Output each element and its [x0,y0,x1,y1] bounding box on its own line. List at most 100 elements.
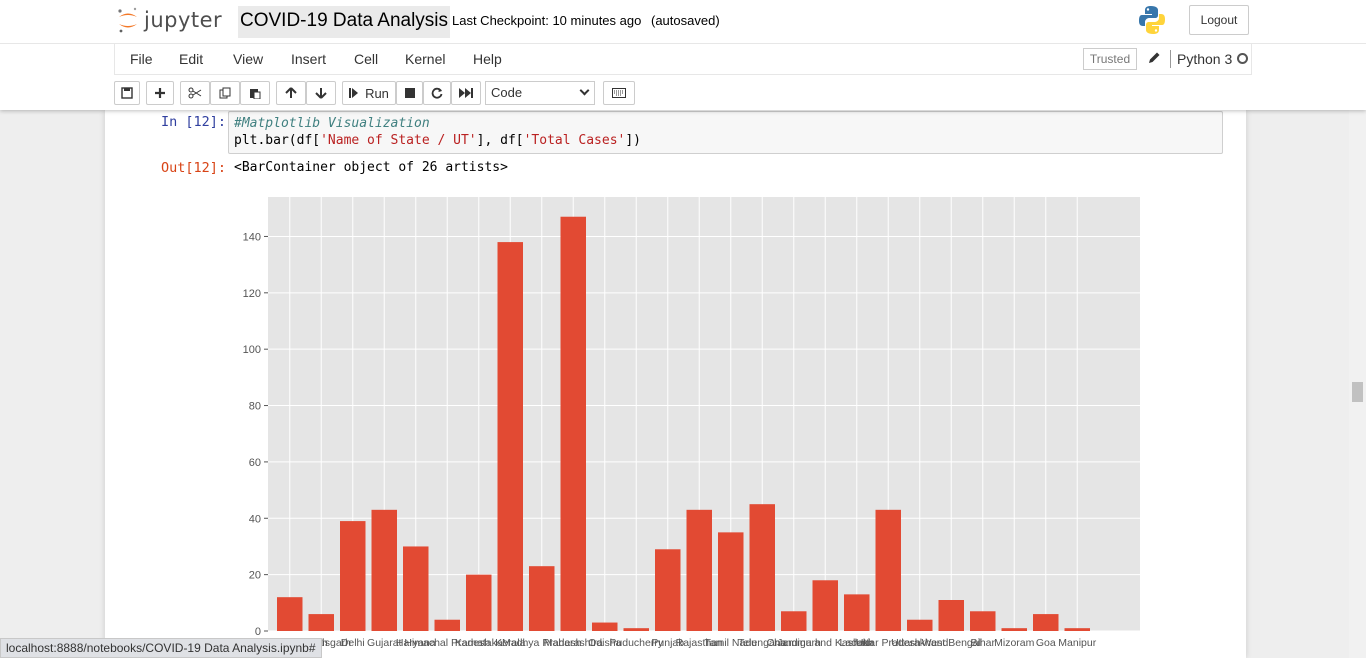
code-part-suffix: ]) [625,133,642,148]
bar [655,549,681,631]
code-line-1: #Matplotlib Visualization [234,115,1217,132]
bar [1064,628,1090,631]
bar [434,619,460,631]
y-tick-label: 0 [255,626,261,638]
y-tick-label: 40 [249,513,261,525]
bar [686,509,712,631]
pencil-icon[interactable] [1146,50,1162,66]
toolbar: Run Code [0,75,1366,110]
plus-icon [155,88,165,98]
stop-icon [404,88,415,98]
input-prompt: In [12]: [161,114,227,130]
jupyter-logo-text: jupyter [144,8,223,32]
save-button[interactable] [114,81,140,105]
kernel-name[interactable]: Python 3 [1177,51,1233,67]
menu-file[interactable]: File [130,51,153,67]
checkpoint-status: Last Checkpoint: 10 minutes ago [452,13,642,28]
command-palette-button[interactable] [603,81,635,105]
paste-icon [250,89,261,99]
x-tick-label: Karnataka [455,637,503,649]
header-top-row: jupyter COVID-19 Data Analysis Last Chec… [0,0,1366,44]
bar [844,594,870,631]
paste-button[interactable] [240,81,270,105]
page-scrollbar[interactable] [1349,110,1366,658]
x-tick-label: West Bengal [922,637,981,649]
bar [781,611,807,631]
menu-edit[interactable]: Edit [179,51,204,67]
scrollbar-thumb[interactable] [1352,382,1363,402]
restart-button[interactable] [423,81,451,105]
x-tick-label: Tamil Nadu [704,637,757,649]
x-tick-label: Rajasthan [676,637,723,649]
copy-icon [219,87,231,99]
keyboard-icon [612,88,626,98]
bar [403,546,429,631]
bar [623,628,649,631]
x-tick-label: Gujarat [367,637,402,649]
y-tick-label: 140 [243,231,261,243]
bar [277,597,303,631]
restart-run-all-button[interactable] [451,81,481,105]
cell-type-select[interactable]: Code [485,81,595,105]
kernel-idle-icon [1237,53,1248,64]
code-cell-input[interactable]: #Matplotlib Visualization plt.bar(df['Na… [228,111,1223,154]
code-line-2: plt.bar(df['Name of State / UT'], df['To… [234,132,1217,149]
menu-cell[interactable]: Cell [354,51,379,67]
output-prompt: Out[12]: [161,160,227,176]
run-label: Run [365,85,389,101]
x-tick-label: Madhya Pradesh [502,637,582,649]
run-button[interactable]: Run [342,81,396,105]
jupyter-logo-icon [117,6,139,34]
move-up-button[interactable] [276,81,306,105]
y-tick-label: 60 [249,457,261,469]
bar [812,580,838,631]
x-tick-label: Maharashtra [544,637,603,649]
x-tick-label: Goa [1036,637,1056,649]
bar [1001,628,1027,631]
x-tick-label: Uttarakhand [891,637,948,649]
trusted-indicator[interactable]: Trusted [1083,48,1137,70]
chevron-down-icon [579,85,590,96]
bar [466,574,492,631]
menu-bar: File Edit View Insert Cell Kernel Help T… [114,44,1252,75]
arrow-down-icon [315,88,327,99]
bar [970,611,996,631]
copy-button[interactable] [210,81,240,105]
code-comment: #Matplotlib Visualization [234,116,430,131]
move-down-button[interactable] [306,81,336,105]
notebook-title[interactable]: COVID-19 Data Analysis [238,6,451,38]
code-string-state: 'Name of State / UT' [320,133,477,148]
bar [529,566,555,631]
y-tick-label: 80 [249,401,261,413]
bar [718,532,744,631]
menu-insert[interactable]: Insert [291,51,327,67]
x-tick-label: Chandigarh [767,637,821,649]
interrupt-button[interactable] [396,81,423,105]
x-tick-label: Ladakh [840,637,875,649]
bar [938,600,964,631]
x-tick-label: Uttar Pradesh [856,637,921,649]
menu-kernel[interactable]: Kernel [405,51,446,67]
arrow-up-icon [285,87,297,98]
x-tick-label: Mizoram [994,637,1035,649]
code-string-cases: 'Total Cases' [523,133,626,148]
restart-icon [431,87,443,99]
bar [592,622,618,631]
insert-cell-button[interactable] [146,81,174,105]
x-tick-label: Delhi [341,637,365,649]
save-icon [121,87,133,99]
x-tick-label: Haryana [396,637,436,649]
x-tick-label: Telengana [738,637,787,649]
cut-button[interactable] [180,81,210,105]
python-logo-icon [1138,5,1166,35]
scissors-icon [188,87,202,99]
jupyter-logo[interactable]: jupyter [117,5,222,35]
bar-chart: 020406080100120140Andhra PradeshChhattis… [243,197,1140,649]
bar [497,242,523,631]
menu-view[interactable]: View [233,51,264,67]
x-tick-label: Jammu and Kashmir [777,637,874,649]
x-tick-label: Puducherry [609,637,663,649]
bar [907,619,933,631]
logout-button[interactable]: Logout [1189,5,1249,35]
menu-help[interactable]: Help [473,51,502,67]
